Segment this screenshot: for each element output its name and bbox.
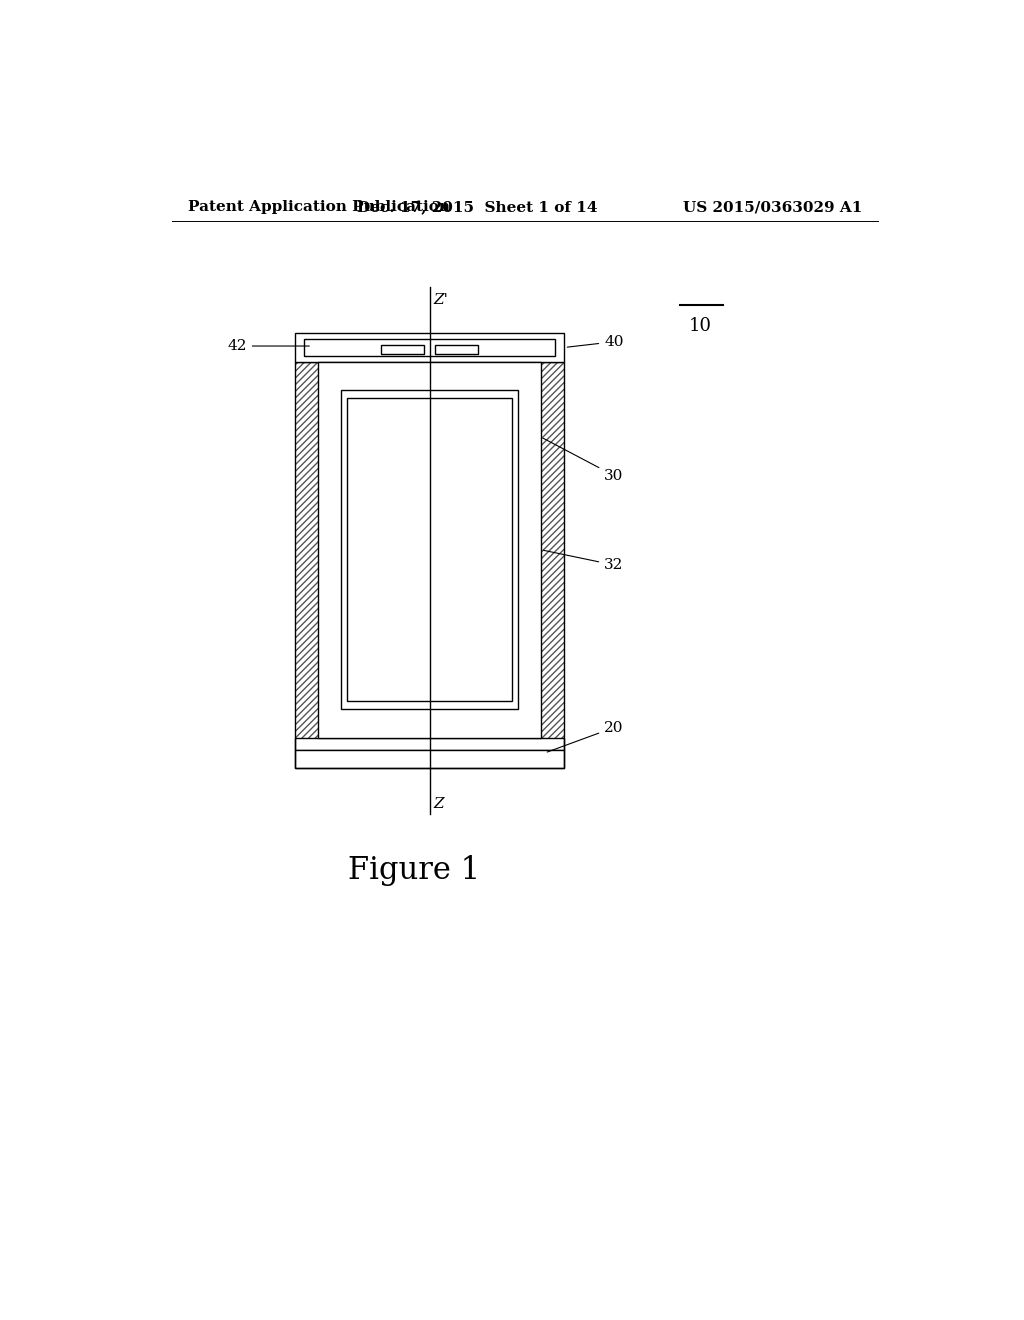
Bar — [295, 362, 318, 738]
Text: 42: 42 — [227, 339, 309, 352]
Bar — [318, 362, 541, 738]
Text: US 2015/0363029 A1: US 2015/0363029 A1 — [683, 201, 862, 214]
Bar — [295, 750, 564, 768]
Bar — [295, 738, 564, 750]
Text: Z': Z' — [433, 293, 449, 306]
Bar — [304, 339, 555, 355]
Text: Dec. 17, 2015  Sheet 1 of 14: Dec. 17, 2015 Sheet 1 of 14 — [357, 201, 597, 214]
Bar — [341, 391, 518, 709]
Text: 40: 40 — [567, 335, 624, 348]
Text: 30: 30 — [543, 438, 624, 483]
Text: 20: 20 — [547, 721, 624, 752]
Bar — [347, 399, 512, 701]
Bar — [435, 346, 478, 354]
Text: Figure 1: Figure 1 — [347, 854, 480, 886]
Bar — [541, 362, 564, 738]
Text: 10: 10 — [689, 317, 712, 335]
Text: Z: Z — [433, 797, 444, 810]
Bar — [295, 333, 564, 362]
Text: 32: 32 — [544, 550, 624, 572]
Bar — [295, 362, 564, 768]
Text: Patent Application Publication: Patent Application Publication — [187, 201, 450, 214]
Bar — [381, 346, 424, 354]
